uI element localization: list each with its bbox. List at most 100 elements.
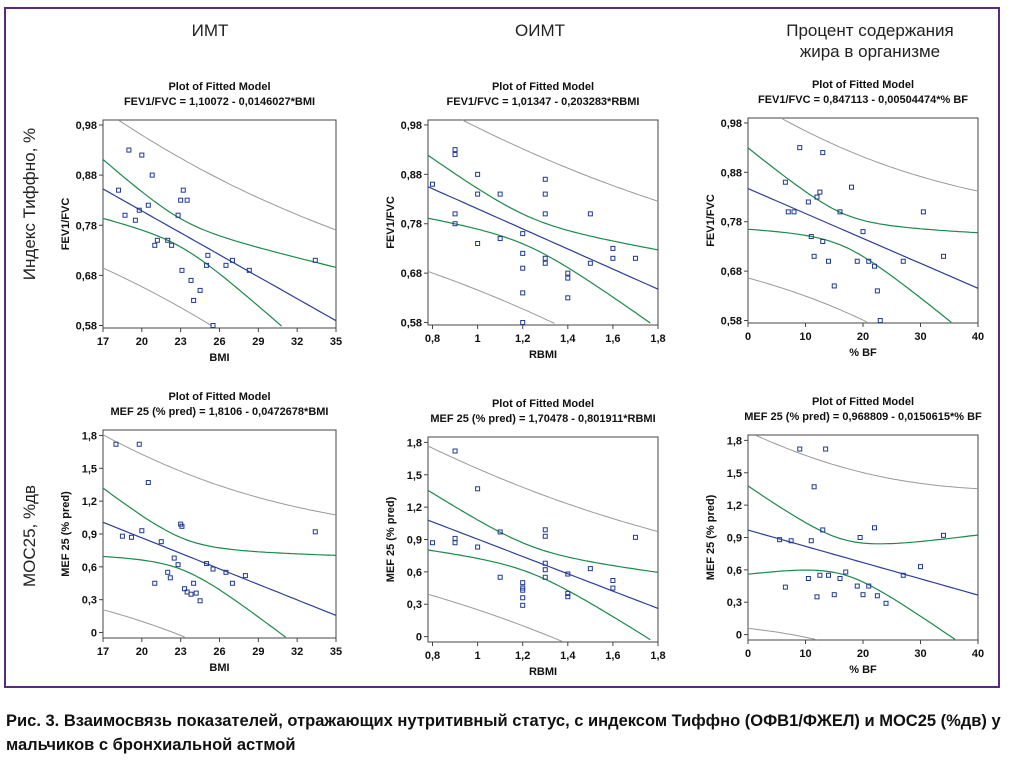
chart-title: Plot of Fitted Model <box>492 398 594 410</box>
data-point <box>223 569 229 575</box>
x-tick-label: 40 <box>972 648 984 660</box>
confidence-limit-lower <box>427 217 651 324</box>
y-tick-label: 0,6 <box>82 562 97 574</box>
data-point <box>167 575 173 581</box>
data-point <box>610 585 616 591</box>
data-point <box>520 250 526 256</box>
data-point <box>312 257 318 263</box>
chart-title: Plot of Fitted Model <box>812 79 914 91</box>
data-point <box>165 569 171 575</box>
confidence-limit-upper <box>102 487 337 556</box>
data-point <box>229 257 235 263</box>
data-point <box>820 527 826 533</box>
data-point <box>843 569 849 575</box>
data-point <box>565 594 571 600</box>
data-point <box>823 446 829 452</box>
data-point <box>145 202 151 208</box>
data-point <box>497 574 503 580</box>
x-tick-label: 29 <box>252 336 264 348</box>
data-point <box>565 270 571 276</box>
data-point <box>831 283 837 289</box>
x-tick-label: 26 <box>213 336 225 348</box>
data-point <box>542 567 548 573</box>
data-point <box>805 199 811 205</box>
x-axis-label: RBMI <box>529 349 557 361</box>
data-point <box>175 212 181 218</box>
y-tick-label: 0,3 <box>82 595 97 607</box>
prediction-limit-upper <box>427 445 659 533</box>
data-point <box>782 179 788 185</box>
confidence-limit-lower <box>747 569 956 640</box>
data-point <box>210 322 216 328</box>
data-point <box>430 181 436 187</box>
prediction-limit-lower <box>102 609 185 638</box>
y-tick-label: 0 <box>736 630 742 642</box>
data-point <box>610 578 616 583</box>
data-point <box>777 537 783 543</box>
data-point <box>542 560 548 566</box>
data-point <box>182 586 188 592</box>
data-point <box>808 234 814 240</box>
data-point <box>797 446 803 452</box>
data-point <box>191 580 197 586</box>
y-tick-label: 0,3 <box>407 599 422 611</box>
data-point <box>520 290 526 296</box>
data-point <box>452 540 458 546</box>
data-point <box>860 229 866 235</box>
data-point <box>542 574 548 580</box>
x-tick-label: 20 <box>136 646 148 658</box>
data-point <box>116 187 122 193</box>
data-point <box>452 448 458 454</box>
data-point <box>587 566 593 572</box>
data-point <box>497 236 503 242</box>
data-point <box>210 566 216 572</box>
y-tick-label: 1,8 <box>727 435 742 447</box>
prediction-limit-upper <box>102 434 337 516</box>
y-tick-label: 0,88 <box>76 170 97 182</box>
data-point <box>193 590 199 596</box>
x-tick-label: 32 <box>291 646 303 658</box>
column-header-rbmi: ОИМТ <box>515 21 565 40</box>
fitted-line <box>747 188 979 289</box>
data-point <box>452 147 458 153</box>
data-point <box>814 194 820 200</box>
data-point <box>520 320 526 326</box>
data-point <box>817 572 823 578</box>
data-point <box>197 287 203 293</box>
y-axis-label: MEF 25 (% pred) <box>385 496 397 582</box>
plot-area <box>102 119 337 329</box>
column-header-body-fat: Процент содержания жира в организме <box>786 21 954 61</box>
y-tick-label: 0,58 <box>76 320 97 332</box>
chart-equation: FEV1/FVC = 1,01347 - 0,203283*RBMI <box>447 96 640 108</box>
data-point <box>883 600 889 606</box>
x-axis-label: BMI <box>209 662 229 674</box>
data-point <box>158 539 164 545</box>
data-point <box>312 529 318 535</box>
y-axis-label: FEV1/FVC <box>705 194 717 247</box>
prediction-limit-lower <box>427 593 563 642</box>
y-tick-label: 0 <box>416 632 422 644</box>
y-tick-label: 0,68 <box>401 268 422 280</box>
fitted-line <box>102 521 337 616</box>
y-axis-label: MEF 25 (% pred) <box>705 494 717 580</box>
y-axis-label: FEV1/FVC <box>60 198 72 251</box>
data-point <box>188 277 194 283</box>
x-axis-label: % BF <box>849 664 877 676</box>
x-tick-label: 0,8 <box>425 650 440 662</box>
y-tick-label: 0 <box>91 628 97 640</box>
data-point <box>452 221 458 227</box>
data-point <box>820 238 826 244</box>
data-point <box>165 237 171 243</box>
x-tick-label: 20 <box>136 336 148 348</box>
data-point <box>610 255 616 261</box>
x-tick-label: 23 <box>175 336 187 348</box>
chart-title: Plot of Fitted Model <box>168 391 270 403</box>
y-tick-label: 0,88 <box>401 169 422 181</box>
fitted-line <box>747 529 979 596</box>
x-tick-label: 10 <box>799 648 811 660</box>
data-point <box>920 209 926 215</box>
data-point <box>872 525 877 531</box>
data-point <box>520 602 526 608</box>
data-point <box>791 209 797 215</box>
data-point <box>811 484 817 490</box>
